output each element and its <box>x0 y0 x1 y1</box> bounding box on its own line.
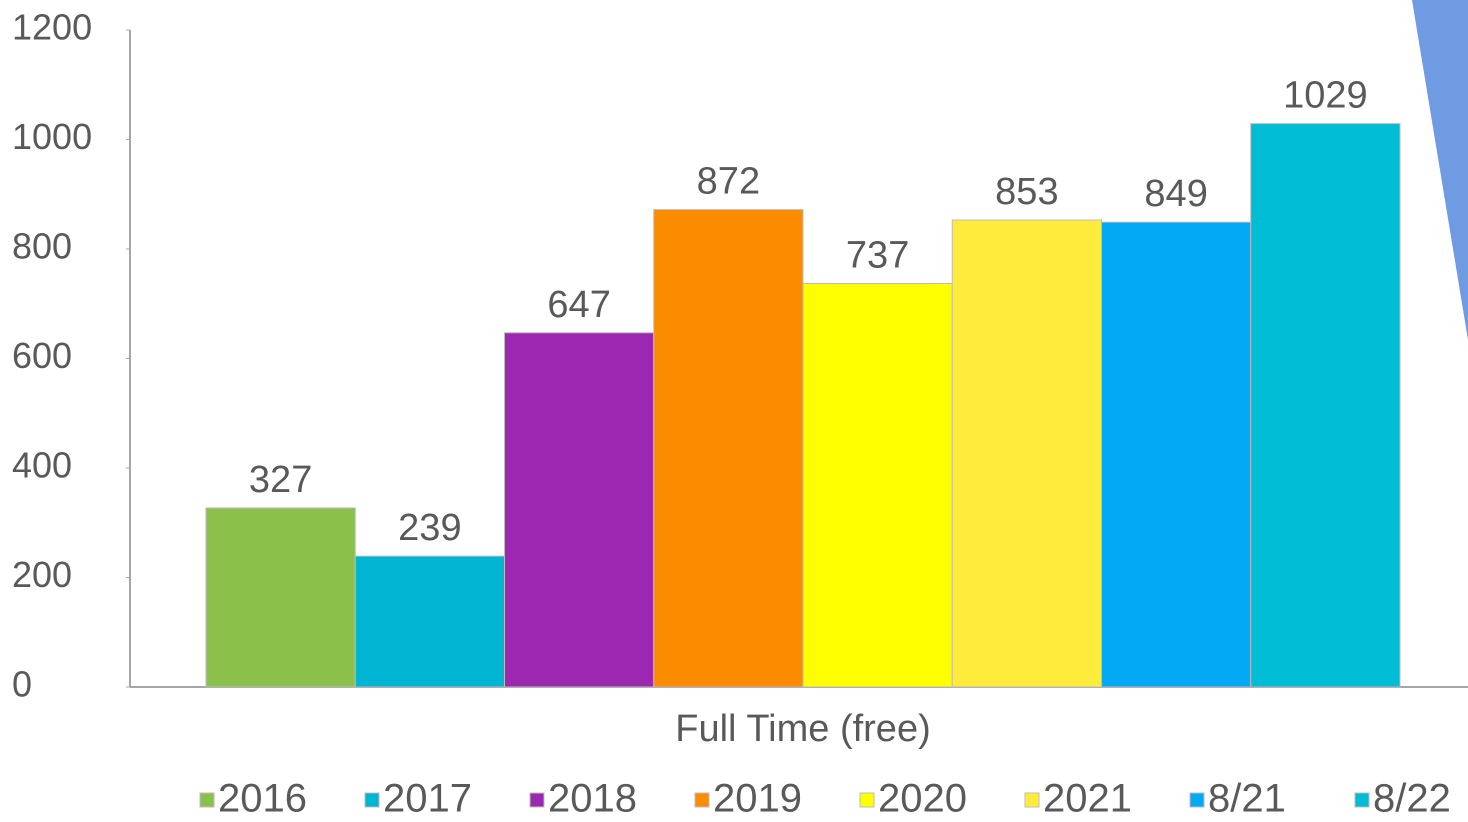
data-label: 853 <box>995 171 1058 213</box>
y-tick-label: 1000 <box>12 116 92 157</box>
bar <box>205 507 356 688</box>
legend-label: 2016 <box>218 777 307 821</box>
legend-swatch <box>529 792 545 808</box>
legend-swatch <box>694 792 710 808</box>
data-label: 872 <box>697 161 760 203</box>
data-label: 327 <box>249 459 312 501</box>
data-label: 647 <box>547 284 610 326</box>
legend-label: 2019 <box>713 777 802 821</box>
bar <box>354 555 505 688</box>
legend-label: 2018 <box>548 777 637 821</box>
bar <box>802 282 953 688</box>
y-tick-label: 200 <box>12 554 72 595</box>
y-tick-label: 800 <box>12 226 72 267</box>
bar <box>504 332 655 688</box>
x-tick-label: Full Time (free) <box>675 708 930 750</box>
y-tick-label: 400 <box>12 445 72 486</box>
legend-swatch <box>1024 792 1040 808</box>
data-label: 239 <box>398 507 461 549</box>
data-label: 737 <box>846 235 909 277</box>
legend-swatch <box>199 792 215 808</box>
bar <box>653 209 804 688</box>
legend-swatch <box>1354 792 1370 808</box>
legend-label: 2020 <box>878 777 967 821</box>
bar <box>951 219 1102 688</box>
y-tick-label: 1200 <box>12 7 92 48</box>
legend-swatch <box>364 792 380 808</box>
legend-label: 8/21 <box>1208 777 1286 821</box>
legend-swatch <box>859 792 875 808</box>
legend-swatch <box>1189 792 1205 808</box>
bar <box>1250 123 1401 688</box>
legend-label: 2021 <box>1043 777 1132 821</box>
y-tick-label: 600 <box>12 335 72 376</box>
legend-label: 2017 <box>383 777 472 821</box>
legend-label: 8/22 <box>1373 777 1451 821</box>
data-label: 849 <box>1144 173 1207 215</box>
data-label: 1029 <box>1283 75 1368 117</box>
decoration <box>1412 0 1468 340</box>
bar <box>1101 221 1252 688</box>
y-tick-label: 0 <box>12 664 32 705</box>
